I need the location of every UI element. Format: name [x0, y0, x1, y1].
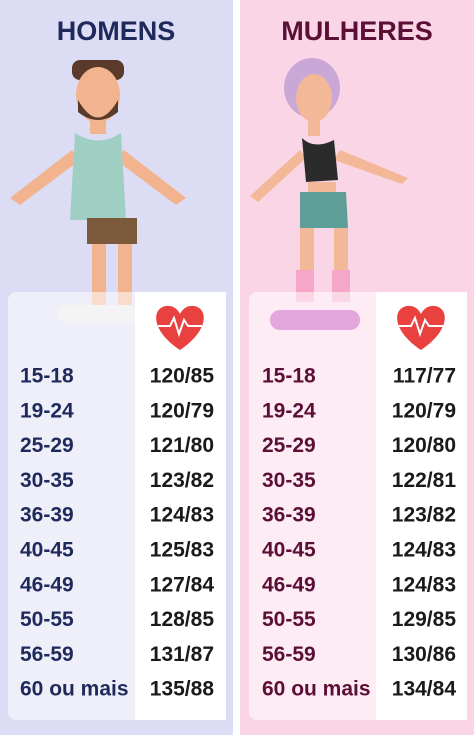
age-range: 60 ou mais	[262, 678, 371, 701]
blood-pressure: 124/83	[392, 539, 456, 562]
panel-title: MULHERES	[281, 16, 433, 46]
women-value-column	[376, 292, 467, 720]
blood-pressure: 130/86	[392, 643, 456, 666]
heart-icon	[397, 305, 445, 350]
age-range: 46-49	[262, 573, 316, 596]
blood-pressure: 120/79	[150, 399, 214, 422]
blood-pressure: 120/80	[392, 434, 456, 457]
blood-pressure: 127/84	[150, 573, 215, 596]
panel-title: HOMENS	[57, 16, 176, 46]
age-range: 15-18	[20, 365, 74, 388]
age-range: 40-45	[262, 539, 316, 562]
age-range: 19-24	[262, 399, 316, 422]
age-range: 15-18	[262, 365, 316, 388]
age-range: 56-59	[262, 643, 316, 666]
blood-pressure: 121/80	[150, 434, 214, 457]
age-range: 40-45	[20, 539, 74, 562]
age-range: 56-59	[20, 643, 74, 666]
blood-pressure: 124/83	[392, 573, 456, 596]
age-range: 36-39	[262, 504, 316, 527]
blood-pressure: 123/82	[150, 469, 214, 492]
blood-pressure: 129/85	[392, 608, 457, 631]
age-range: 46-49	[20, 573, 74, 596]
heart-icon	[156, 305, 204, 350]
blood-pressure: 135/88	[150, 678, 215, 701]
age-range: 50-55	[20, 608, 74, 631]
blood-pressure: 117/77	[393, 365, 456, 388]
blood-pressure: 120/85	[150, 365, 215, 388]
age-range: 60 ou mais	[20, 678, 129, 701]
age-range: 50-55	[262, 608, 316, 631]
age-range: 30-35	[20, 469, 74, 492]
age-range: 25-29	[20, 434, 74, 457]
blood-pressure: 123/82	[392, 504, 456, 527]
men-value-column	[135, 292, 226, 720]
blood-pressure: 131/87	[150, 643, 214, 666]
blood-pressure: 120/79	[392, 399, 456, 422]
age-range: 19-24	[20, 399, 74, 422]
blood-pressure: 122/81	[392, 469, 457, 492]
blood-pressure: 124/83	[150, 504, 214, 527]
age-range: 36-39	[20, 504, 74, 527]
age-range: 25-29	[262, 434, 316, 457]
age-range: 30-35	[262, 469, 316, 492]
blood-pressure: 128/85	[150, 608, 215, 631]
blood-pressure: 125/83	[150, 539, 214, 562]
blood-pressure: 134/84	[392, 678, 457, 701]
